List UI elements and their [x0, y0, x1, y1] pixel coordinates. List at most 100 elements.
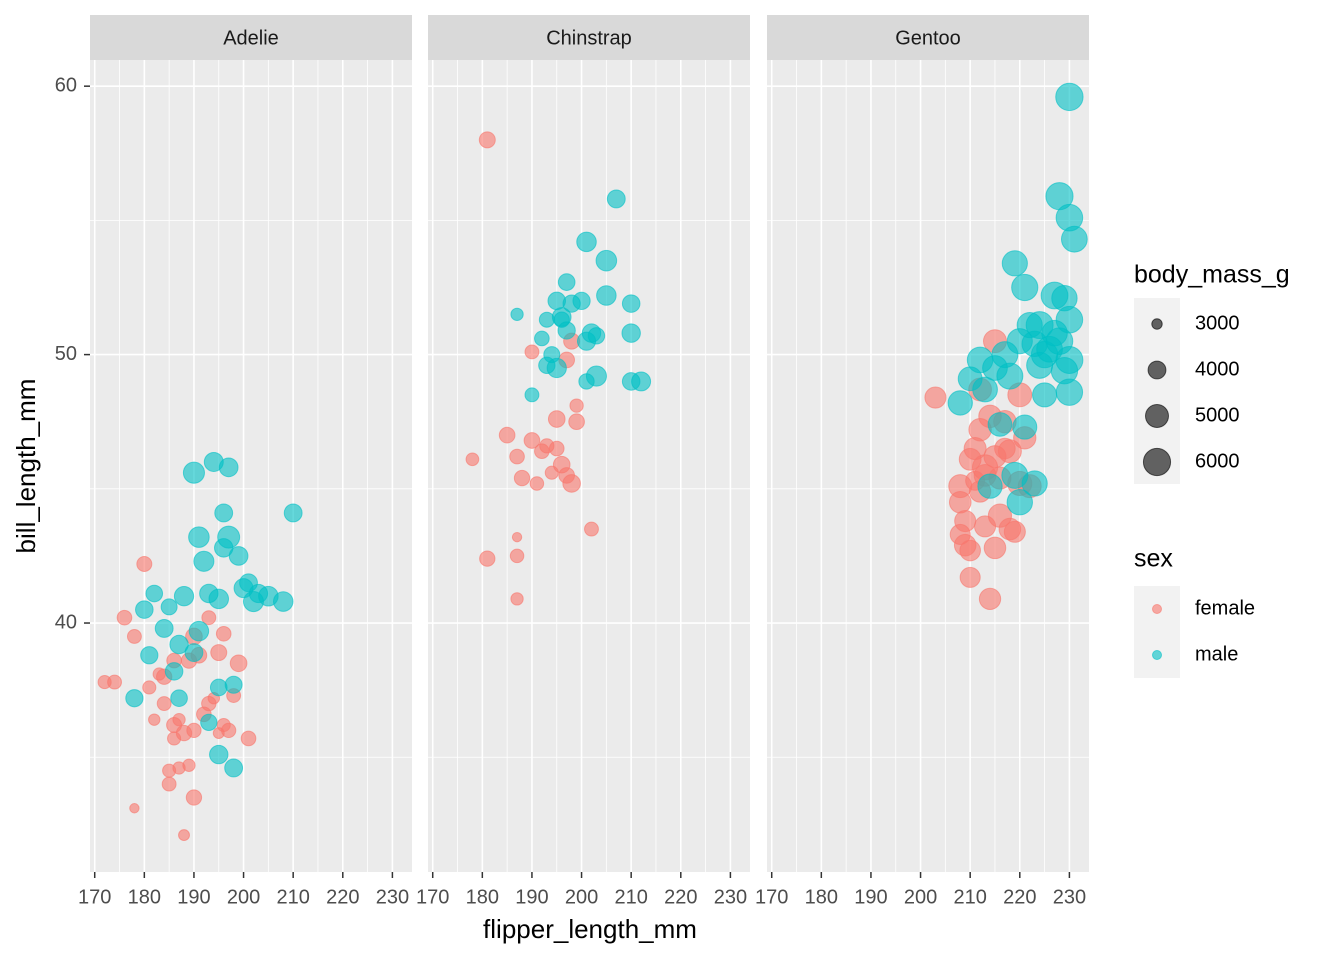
color-legend-title: sex: [1134, 545, 1173, 573]
point: [557, 273, 576, 291]
point: [116, 609, 133, 626]
point: [534, 330, 550, 347]
point: [184, 643, 204, 662]
point: [954, 509, 977, 533]
strip-background: [90, 15, 412, 60]
point: [201, 610, 217, 626]
point: [210, 644, 228, 662]
point: [283, 503, 303, 523]
point: [170, 689, 188, 708]
point: [562, 474, 581, 493]
strip-background: [428, 15, 750, 60]
point: [125, 689, 144, 708]
color-legend-label: male: [1195, 643, 1238, 665]
point: [240, 730, 257, 747]
point: [1021, 470, 1048, 497]
point: [1011, 273, 1039, 302]
point: [595, 249, 618, 272]
x-tick-label: 180: [805, 886, 838, 908]
point: [509, 448, 525, 465]
point: [164, 662, 184, 681]
point: [523, 432, 541, 449]
point: [547, 410, 566, 428]
point: [1055, 345, 1084, 374]
point: [529, 476, 545, 491]
color-legend-label: female: [1195, 597, 1255, 619]
x-tick-label: 170: [755, 886, 788, 908]
strip-label: Gentoo: [895, 27, 961, 49]
size-legend-key: [1142, 447, 1172, 477]
y-tick-label: 40: [55, 611, 77, 633]
x-tick-label: 210: [276, 886, 309, 908]
point: [547, 291, 567, 311]
point: [987, 412, 1013, 437]
x-tick-label: 230: [1053, 886, 1086, 908]
point: [142, 680, 157, 695]
point: [107, 674, 123, 690]
point: [465, 452, 480, 467]
point: [1055, 378, 1084, 406]
point: [218, 457, 239, 478]
size-legend-key: [1145, 404, 1169, 428]
color-legend-key: [1152, 604, 1162, 614]
point: [1032, 382, 1058, 408]
point: [947, 390, 973, 416]
point: [959, 539, 981, 562]
point: [229, 654, 248, 673]
x-tick-label: 220: [664, 886, 697, 908]
point: [1055, 82, 1084, 112]
strip-label: Chinstrap: [546, 27, 632, 49]
x-tick-label: 230: [714, 886, 747, 908]
point: [1060, 225, 1088, 253]
point: [1003, 520, 1026, 543]
size-legend-label: 4000: [1195, 358, 1240, 380]
x-tick-label: 220: [1003, 886, 1036, 908]
x-tick-label: 170: [416, 886, 449, 908]
point: [513, 469, 531, 487]
x-tick-label: 220: [326, 886, 359, 908]
point: [510, 592, 524, 606]
x-tick-label: 210: [614, 886, 647, 908]
point: [1041, 319, 1068, 347]
point: [1012, 414, 1038, 440]
point: [479, 550, 496, 567]
point: [997, 439, 1022, 464]
point: [631, 371, 652, 392]
size-legend-label: 5000: [1195, 404, 1240, 426]
point: [208, 588, 230, 610]
point: [576, 231, 597, 253]
point: [587, 327, 606, 345]
point: [140, 646, 159, 665]
point: [188, 526, 210, 548]
point: [135, 600, 154, 619]
point: [621, 323, 641, 343]
panel-background: [90, 60, 412, 872]
point: [478, 131, 496, 149]
point: [215, 625, 232, 642]
point: [510, 307, 524, 321]
point: [538, 311, 555, 328]
point: [186, 722, 202, 739]
x-tick-label: 170: [78, 886, 111, 908]
point: [209, 678, 228, 697]
point: [548, 440, 565, 457]
point: [972, 376, 998, 403]
point: [136, 555, 153, 572]
point: [621, 294, 641, 313]
point: [584, 521, 599, 537]
point: [924, 386, 947, 409]
point: [996, 362, 1024, 390]
point: [569, 398, 584, 413]
point: [1001, 250, 1028, 277]
point: [148, 713, 161, 726]
point: [160, 598, 178, 616]
point: [156, 696, 172, 712]
x-axis-title: flipper_length_mm: [483, 914, 697, 944]
x-tick-label: 190: [854, 886, 887, 908]
point: [217, 525, 241, 549]
point: [606, 189, 626, 209]
point: [182, 758, 196, 772]
size-legend-label: 3000: [1195, 312, 1240, 334]
color-legend-keys: [1134, 586, 1180, 678]
y-axis-title: bill_length_mm: [11, 379, 41, 554]
